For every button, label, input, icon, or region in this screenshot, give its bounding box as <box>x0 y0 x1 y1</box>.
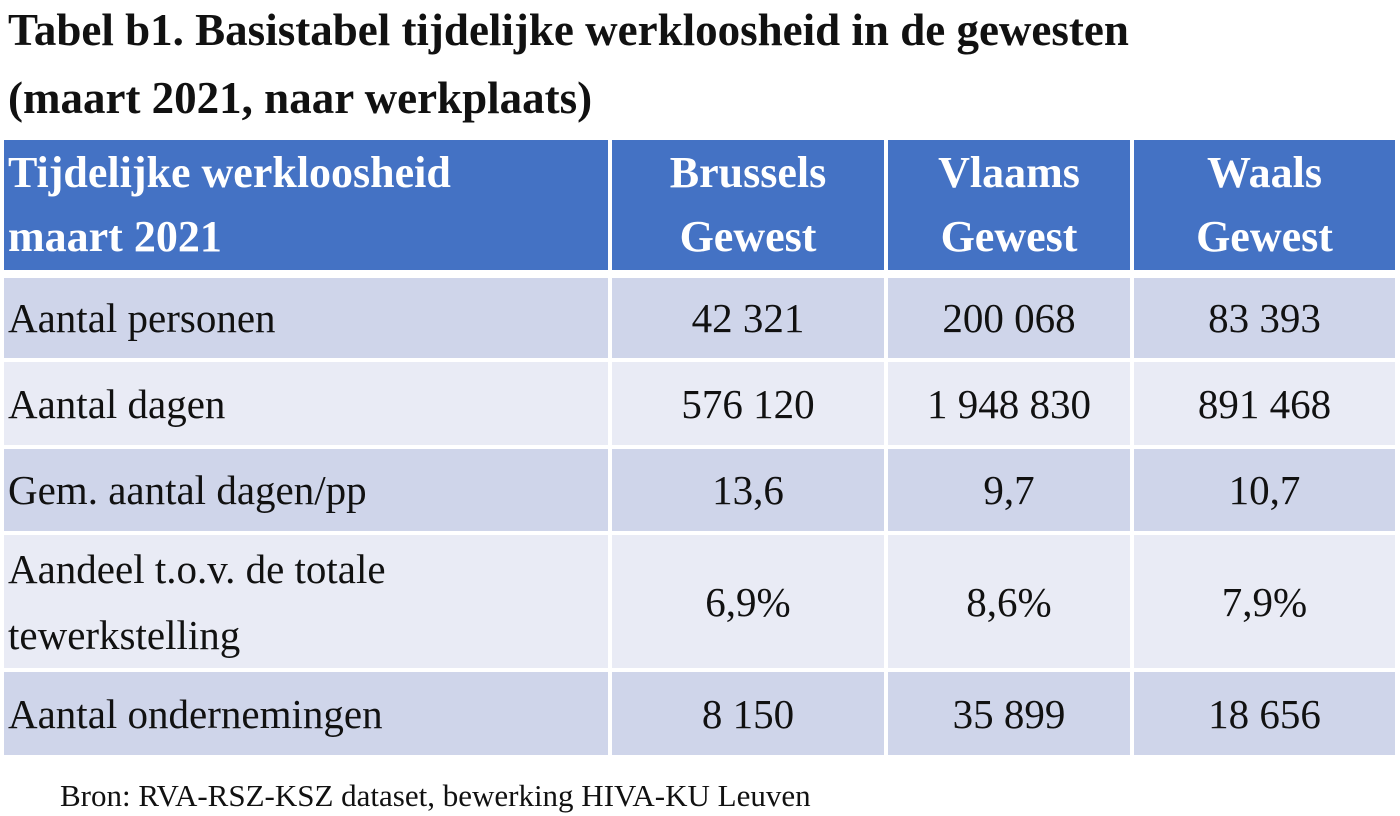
table-cell: 1 948 830 <box>888 362 1130 445</box>
table-cell: 9,7 <box>888 449 1130 531</box>
cell-text: Aandeel t.o.v. de totale <box>8 545 386 592</box>
row-label: Aantal dagen <box>4 362 608 445</box>
table-cell: 891 468 <box>1134 362 1395 445</box>
cell-text: Waals <box>1207 148 1322 197</box>
cell-text: Gewest <box>940 212 1078 261</box>
header-cell: Vlaams Gewest <box>888 140 1130 270</box>
cell-text: 7,9% <box>1221 578 1308 625</box>
cell-text: 200 068 <box>942 295 1076 341</box>
table-cell: 8,6% <box>888 535 1130 668</box>
cell-text: 18 656 <box>1208 690 1321 737</box>
table-cell: 10,7 <box>1134 449 1395 531</box>
table-cell: 6,9% <box>612 535 884 668</box>
table-cell: 7,9% <box>1134 535 1395 668</box>
table-cell: 13,6 <box>612 449 884 531</box>
title: Tabel b1. Basistabel tijdelijke werkloos… <box>8 5 1129 55</box>
cell-text: 83 393 <box>1208 295 1321 341</box>
cell-text: Brussels <box>669 148 827 197</box>
header-cell: Brussels Gewest <box>612 140 884 270</box>
table-cell: 200 068 <box>888 278 1130 358</box>
cell-text: 9,7 <box>983 467 1035 513</box>
cell-text: tewerkstelling <box>8 611 241 658</box>
row-label: Aantal ondernemingen <box>4 672 608 755</box>
cell-text: 13,6 <box>712 467 784 513</box>
header-cell: Tijdelijke werkloosheid maart 2021 <box>4 140 608 270</box>
cell-text: 35 899 <box>952 690 1066 737</box>
table-cell: 18 656 <box>1134 672 1395 755</box>
cell-text: 6,9% <box>705 578 791 625</box>
table-cell: 42 321 <box>612 278 884 358</box>
cell-text: 891 468 <box>1197 380 1332 427</box>
cell-text: Gem. aantal dagen/pp <box>8 467 367 513</box>
table-cell: 576 120 <box>612 362 884 445</box>
cell-text: maart 2021 <box>8 212 222 261</box>
cell-text: 10,7 <box>1228 467 1301 513</box>
cell-text: Vlaams <box>938 148 1080 197</box>
cell-text: Aantal dagen <box>8 380 226 427</box>
row-label: Aantal personen <box>4 278 608 358</box>
table-cell: 8 150 <box>612 672 884 755</box>
cell-text: Aantal personen <box>8 295 276 341</box>
header-cell: Waals Gewest <box>1134 140 1395 270</box>
cell-text: Tijdelijke werkloosheid <box>8 148 451 197</box>
cell-text: 8,6% <box>966 578 1052 625</box>
row-label: Aandeel t.o.v. de totale tewerkstelling <box>4 535 608 668</box>
cell-text: Gewest <box>1196 212 1333 261</box>
source-note: Bron: RVA-RSZ-KSZ dataset, bewerking HIV… <box>60 778 811 813</box>
cell-text: Aantal ondernemingen <box>8 690 383 737</box>
table-cell: 35 899 <box>888 672 1130 755</box>
cell-text: 1 948 830 <box>927 380 1091 427</box>
cell-text: Gewest <box>679 212 817 261</box>
cell-text: 576 120 <box>681 380 815 427</box>
cell-text: 42 321 <box>691 295 805 341</box>
row-label: Gem. aantal dagen/pp <box>4 449 608 531</box>
cell-text: 8 150 <box>701 690 795 737</box>
title: (maart 2021, naar werkplaats) <box>8 73 593 123</box>
table-cell: 83 393 <box>1134 278 1395 358</box>
